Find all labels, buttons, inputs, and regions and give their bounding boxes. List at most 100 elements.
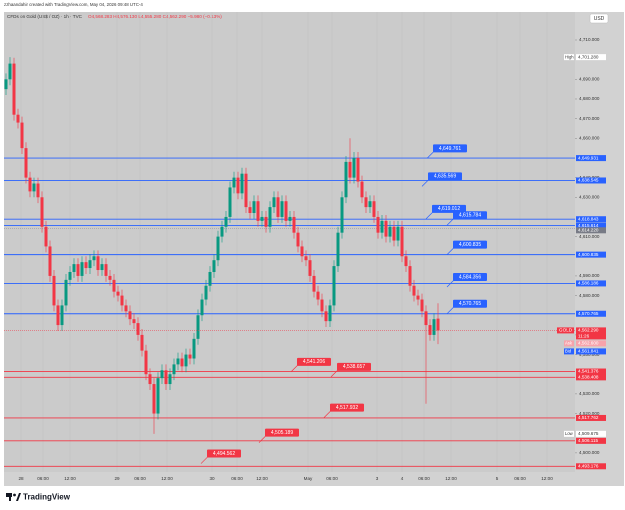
candle-body [148,374,152,385]
candle-body [424,311,428,326]
candle-body [352,157,356,178]
candle-body [168,374,172,385]
candle-body [80,262,84,276]
candle-body [404,256,408,267]
candle-body [272,197,276,208]
candle-body [392,226,396,241]
candle-body [8,63,12,80]
level-price-label: 4,586.186 [578,281,599,286]
ask-name: Ask [565,341,573,346]
candle-body [28,177,32,192]
bid-price: 4,561.841 [578,349,599,354]
x-tick-label: 30 [209,476,215,481]
candle-body [292,216,296,233]
countdown: 11:26 [578,334,590,339]
level-price-label: 4,618.843 [578,216,599,221]
callout-label: 4,541.206 [303,359,325,365]
candle-body [276,197,280,217]
candle-body [344,161,348,198]
callout-box [432,204,466,213]
x-tick-label: 29 [114,476,120,481]
x-tick-label: 5 [496,476,499,481]
candle-body [92,256,96,261]
level-price-label: 4,517.762 [578,415,599,420]
candle-body [124,305,128,312]
candle-body [20,122,24,149]
level-price-label-box [576,414,606,421]
candle-body [176,358,180,365]
callout-box [453,211,487,220]
candle-body [248,207,252,214]
callout-label: 4,517.932 [336,405,358,411]
y-tick-label: 4,640.000 [579,175,600,180]
candle-body [280,201,284,217]
x-tick-label: 4 [401,476,404,481]
candle-body [36,183,40,198]
callout-label: 4,494.562 [213,451,235,457]
candle-body [436,318,440,331]
level-price-label-box [576,280,606,287]
level-price-label-box [576,463,606,470]
last-name-box [557,327,574,334]
candle-body [400,226,404,257]
x-tick-label: May [304,476,313,481]
level-price-label: 4,506.115 [578,438,599,443]
candle-body [408,266,412,286]
callout-label: 4,615.784 [459,213,481,219]
x-tick-label: 12:00 [445,476,457,481]
currency-box[interactable] [589,13,609,24]
bid-price-box [576,348,606,355]
x-tick-label: 12:00 [256,476,268,481]
callout-label: 4,505.189 [271,430,293,436]
callout-label: 4,649.761 [439,146,461,152]
candle-body [320,299,324,312]
callout-box [433,144,467,153]
brand-logo [6,493,21,501]
level-price-label: 4,638.545 [578,178,599,183]
callout-box [453,273,487,282]
candle-body [260,216,264,221]
callout-pointer [446,247,455,255]
callout-label: 4,570.765 [459,301,481,307]
marker-label: 4,614.220 [578,228,599,233]
candle-body [340,197,344,233]
candle-body [56,305,60,326]
bid-name: Bid [565,349,572,354]
candle-body [136,323,140,335]
y-tick-label: 4,530.000 [579,391,600,396]
candle-body [232,177,236,188]
currency[interactable]: USD [594,16,605,22]
candle-body [164,370,168,385]
callout-pointer [258,435,267,443]
callout-box [297,357,331,366]
callout-box [453,299,487,308]
price-axis [575,12,624,472]
candle-body [188,354,192,359]
candle-body [104,264,108,276]
candle-body [40,197,44,227]
candle-body [428,325,432,335]
low_mark-name: Low [565,431,574,436]
candle-body [312,275,316,292]
last-name: GOLD [559,328,573,333]
candle-body [224,216,228,227]
callout-pointer [426,151,435,159]
candle-body [328,305,332,322]
x-tick-label: 06:00 [37,476,49,481]
candle-body [200,299,204,316]
candle-body [100,264,104,271]
high_mark-price: 4,701.280 [578,54,599,59]
y-tick-label: 4,710.000 [579,37,600,42]
level-price-label-box [576,310,606,317]
candle-body [72,264,76,272]
ohlc: O4,568.283 H4,576.130 L4,555.280 C4,562.… [88,14,222,19]
x-tick-label: 12:00 [64,476,76,481]
level-price-label: 4,649.931 [578,155,599,160]
candle-body [208,271,212,286]
callout-box [337,362,371,371]
callout-box [428,172,462,181]
candle-body [140,334,144,351]
callout-pointer [200,456,209,464]
candle-body [300,246,304,257]
last-price-box [576,327,606,340]
